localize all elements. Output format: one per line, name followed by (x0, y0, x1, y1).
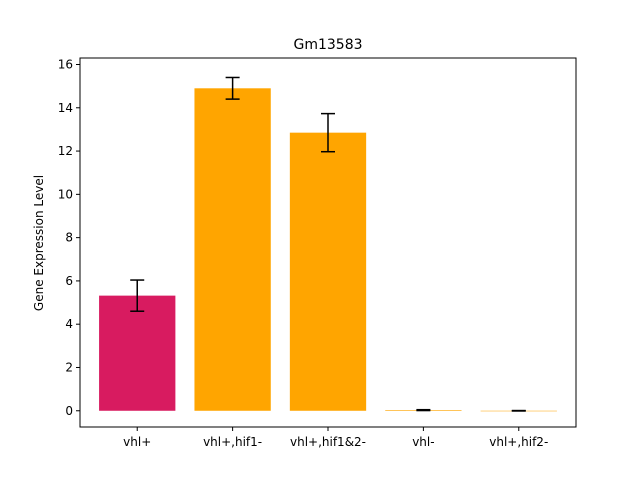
x-tick-label: vhl+,hif1- (203, 435, 262, 449)
y-axis: 0 2 4 6 8 10 12 14 16 (58, 57, 80, 418)
y-tick-label: 6 (65, 274, 73, 288)
x-tick-label: vhl- (412, 435, 434, 449)
y-tick-label: 2 (65, 360, 73, 374)
y-tick-label: 4 (65, 317, 73, 331)
x-tick-label: vhl+,hif1&2- (290, 435, 366, 449)
bars-layer (99, 88, 557, 412)
y-tick-label: 12 (58, 144, 73, 158)
x-tick-label: vhl+,hif2- (489, 435, 548, 449)
y-tick-label: 8 (65, 231, 73, 245)
y-tick-label: 10 (58, 187, 73, 201)
bar (99, 295, 176, 411)
y-tick-label: 0 (65, 404, 73, 418)
bar (289, 132, 367, 411)
y-tick-label: 16 (58, 57, 73, 71)
plot-frame (79, 57, 577, 428)
y-axis-label: Gene Expression Level (32, 175, 46, 311)
y-tick-label: 14 (58, 101, 73, 115)
bar (194, 88, 271, 411)
x-tick-label: vhl+ (123, 435, 151, 449)
error-bars-layer (130, 76, 526, 412)
x-axis: vhl+ vhl+,hif1- vhl+,hif1&2- vhl-vhl+,hif2- (123, 427, 548, 449)
chart-title: Gm13583 (293, 37, 362, 53)
